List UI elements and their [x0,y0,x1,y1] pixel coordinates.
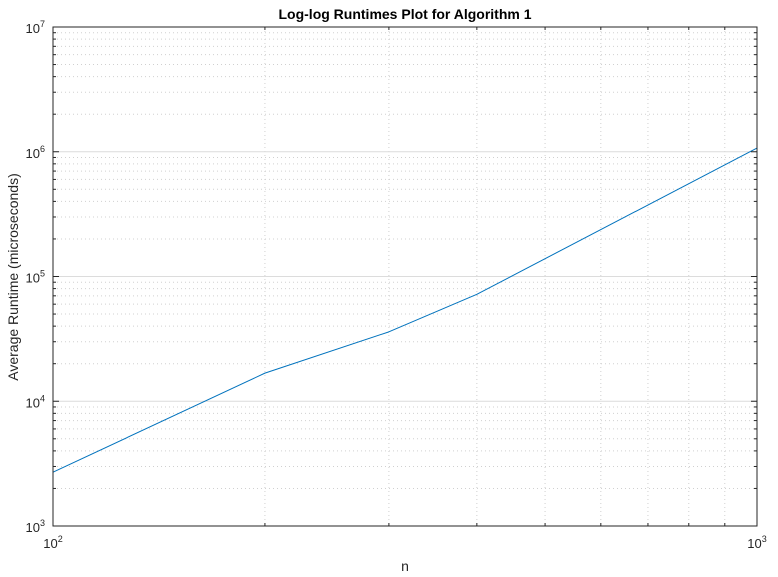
y-tick-label-exponent: 6 [40,144,45,154]
y-tick-label-exponent: 5 [40,269,45,279]
y-tick-label-exponent: 4 [40,393,45,403]
x-tick-label: 103 [747,534,766,551]
y-tick-label-exponent: 3 [40,518,45,528]
x-tick-label-exponent: 3 [762,534,767,544]
x-tick-label: 102 [43,534,62,551]
y-tick-label-exponent: 7 [40,19,45,29]
y-tick-label-base: 10 [26,395,40,410]
x-tick-label-base: 10 [747,536,761,551]
x-axis-label: n [401,558,409,574]
chart-title: Log-log Runtimes Plot for Algorithm 1 [278,6,531,22]
y-axis-label: Average Runtime (microseconds) [5,173,21,381]
y-tick-label: 105 [26,269,45,286]
y-tick-label-base: 10 [26,520,40,535]
y-tick-label-base: 10 [26,271,40,286]
y-tick-label: 107 [26,19,45,36]
x-tick-label-exponent: 2 [58,534,63,544]
y-tick-label: 106 [26,144,45,161]
x-tick-label-base: 10 [43,536,57,551]
y-tick-label-base: 10 [26,21,40,36]
y-tick-label-base: 10 [26,146,40,161]
grid [53,27,757,526]
y-tick-label: 103 [26,518,45,535]
y-tick-label: 104 [26,393,45,410]
